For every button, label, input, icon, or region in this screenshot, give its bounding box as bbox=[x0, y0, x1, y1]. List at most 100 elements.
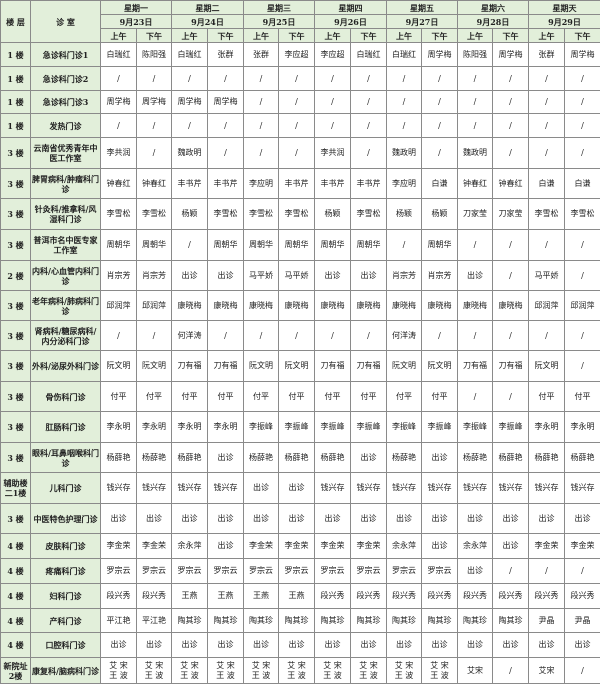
am-header: 上午 bbox=[458, 29, 493, 43]
doctor-cell: 肖宗芳 bbox=[101, 261, 137, 291]
doctor-cell: 杨颖 bbox=[422, 199, 458, 230]
doctor-cell: / bbox=[565, 351, 600, 382]
floor-cell: 3 楼 bbox=[1, 443, 31, 473]
room-cell: 产科门诊 bbox=[31, 609, 101, 633]
table-row: 3 楼中医特色护理门诊出诊出诊出诊出诊出诊出诊出诊出诊出诊出诊出诊出诊出诊出诊 bbox=[1, 504, 600, 534]
doctor-cell: / bbox=[172, 114, 208, 138]
doctor-cell: 李金荣 bbox=[137, 534, 172, 559]
room-cell: 皮肤科门诊 bbox=[31, 534, 101, 559]
floor-cell: 4 楼 bbox=[1, 633, 31, 658]
doctor-cell: 付平 bbox=[279, 382, 315, 412]
doctor-cell: 王燕 bbox=[244, 584, 279, 609]
pm-header: 下午 bbox=[565, 29, 600, 43]
doctor-cell: 余永萍 bbox=[387, 534, 422, 559]
header-row-weekday: 楼 层诊 室星期一星期二星期三星期四星期五星期六星期天 bbox=[1, 1, 600, 15]
am-header: 上午 bbox=[101, 29, 137, 43]
floor-cell: 3 楼 bbox=[1, 412, 31, 443]
doctor-cell: 何洋涛 bbox=[387, 321, 422, 351]
room-cell: 疼痛科门诊 bbox=[31, 559, 101, 584]
floor-cell: 辅助楼二1楼 bbox=[1, 473, 31, 504]
doctor-cell: / bbox=[565, 138, 600, 169]
doctor-cell: / bbox=[387, 230, 422, 261]
doctor-cell: 出诊 bbox=[529, 504, 565, 534]
doctor-cell: 杨薛艳 bbox=[529, 443, 565, 473]
doctor-cell: 杨薛艳 bbox=[101, 443, 137, 473]
doctor-cell: / bbox=[493, 91, 529, 114]
floor-cell: 3 楼 bbox=[1, 321, 31, 351]
doctor-cell: 康晓梅 bbox=[351, 291, 387, 321]
doctor-cell: 出诊 bbox=[458, 559, 493, 584]
doctor-cell: 康晓梅 bbox=[422, 291, 458, 321]
doctor-cell: 张群 bbox=[244, 43, 279, 67]
doctor-cell: / bbox=[351, 138, 387, 169]
doctor-cell: 李雪松 bbox=[208, 199, 244, 230]
doctor-cell: / bbox=[458, 91, 493, 114]
doctor-cell: 罗宗云 bbox=[244, 559, 279, 584]
table-row: 3 楼眼科/耳鼻咽喉科门诊杨薛艳杨薛艳杨薛艳出诊杨薛艳杨薛艳杨薛艳出诊杨薛艳出诊… bbox=[1, 443, 600, 473]
doctor-cell: 陈阳强 bbox=[137, 43, 172, 67]
doctor-cell: 周朝华 bbox=[279, 230, 315, 261]
table-row: 3 楼骨伤科门诊付平付平付平付平付平付平付平付平付平付平//付平付平 bbox=[1, 382, 600, 412]
floor-cell: 4 楼 bbox=[1, 559, 31, 584]
floor-cell: 3 楼 bbox=[1, 351, 31, 382]
doctor-cell: / bbox=[244, 91, 279, 114]
room-cell: 急诊科门诊3 bbox=[31, 91, 101, 114]
doctor-cell: / bbox=[315, 91, 351, 114]
table-row: 1 楼急诊科门诊2////////////// bbox=[1, 67, 600, 91]
room-cell: 口腔科门诊 bbox=[31, 633, 101, 658]
doctor-cell: 周朝华 bbox=[422, 230, 458, 261]
doctor-cell: 段兴秀 bbox=[422, 584, 458, 609]
doctor-cell: 白谦 bbox=[565, 169, 600, 199]
doctor-cell: 杨薛艳 bbox=[279, 443, 315, 473]
doctor-cell: / bbox=[137, 67, 172, 91]
room-cell: 老年病科/肺病科门诊 bbox=[31, 291, 101, 321]
floor-cell: 1 楼 bbox=[1, 91, 31, 114]
doctor-cell: 杨薛艳 bbox=[565, 443, 600, 473]
doctor-cell: / bbox=[493, 658, 529, 684]
doctor-cell: 付平 bbox=[137, 382, 172, 412]
doctor-cell: 周朝华 bbox=[244, 230, 279, 261]
doctor-cell: 李雪松 bbox=[279, 199, 315, 230]
doctor-cell: 阮文明 bbox=[387, 351, 422, 382]
doctor-cell: 周学梅 bbox=[137, 91, 172, 114]
doctor-cell: 钱兴存 bbox=[493, 473, 529, 504]
doctor-cell: 周学梅 bbox=[565, 43, 600, 67]
doctor-cell: 余永萍 bbox=[172, 534, 208, 559]
doctor-cell: 白谦 bbox=[529, 169, 565, 199]
doctor-cell: 艾 宋 王 波 bbox=[244, 658, 279, 684]
doctor-cell: 周朝华 bbox=[315, 230, 351, 261]
doctor-cell: 余永萍 bbox=[458, 534, 493, 559]
doctor-cell: / bbox=[458, 114, 493, 138]
weekday-header: 星期二 bbox=[172, 1, 244, 15]
floor-cell: 1 楼 bbox=[1, 67, 31, 91]
doctor-cell: 艾 宋 王 波 bbox=[101, 658, 137, 684]
doctor-cell: 李永明 bbox=[208, 412, 244, 443]
doctor-cell: 陶其珍 bbox=[279, 609, 315, 633]
doctor-cell: / bbox=[565, 114, 600, 138]
pm-header: 下午 bbox=[422, 29, 458, 43]
doctor-cell: 康晓梅 bbox=[279, 291, 315, 321]
doctor-cell: 出诊 bbox=[351, 504, 387, 534]
doctor-cell: 杨薛艳 bbox=[458, 443, 493, 473]
doctor-cell: 丰书芹 bbox=[279, 169, 315, 199]
room-cell: 肛肠科门诊 bbox=[31, 412, 101, 443]
doctor-cell: 康晓梅 bbox=[315, 291, 351, 321]
doctor-cell: 李振峰 bbox=[422, 412, 458, 443]
doctor-cell: 艾 宋 王 波 bbox=[387, 658, 422, 684]
doctor-cell: 罗宗云 bbox=[422, 559, 458, 584]
doctor-cell: 刀有福 bbox=[172, 351, 208, 382]
doctor-cell: 付平 bbox=[529, 382, 565, 412]
doctor-cell: / bbox=[279, 138, 315, 169]
doctor-cell: 周朝华 bbox=[137, 230, 172, 261]
doctor-cell: 钱兴存 bbox=[529, 473, 565, 504]
room-cell: 脾胃病科/肿瘤科门诊 bbox=[31, 169, 101, 199]
doctor-cell: / bbox=[172, 230, 208, 261]
doctor-cell: 艾 宋 王 波 bbox=[137, 658, 172, 684]
doctor-cell: 康晓梅 bbox=[208, 291, 244, 321]
doctor-cell: / bbox=[208, 138, 244, 169]
table-row: 3 楼脾胃病科/肿瘤科门诊钟春红钟春红丰书芹丰书芹李应明丰书芹丰书芹丰书芹李应明… bbox=[1, 169, 600, 199]
date-header: 9月26日 bbox=[315, 15, 387, 29]
room-cell: 肾病科/糖尿病科/内分泌科门诊 bbox=[31, 321, 101, 351]
doctor-cell: 钟春红 bbox=[458, 169, 493, 199]
doctor-cell: / bbox=[208, 67, 244, 91]
